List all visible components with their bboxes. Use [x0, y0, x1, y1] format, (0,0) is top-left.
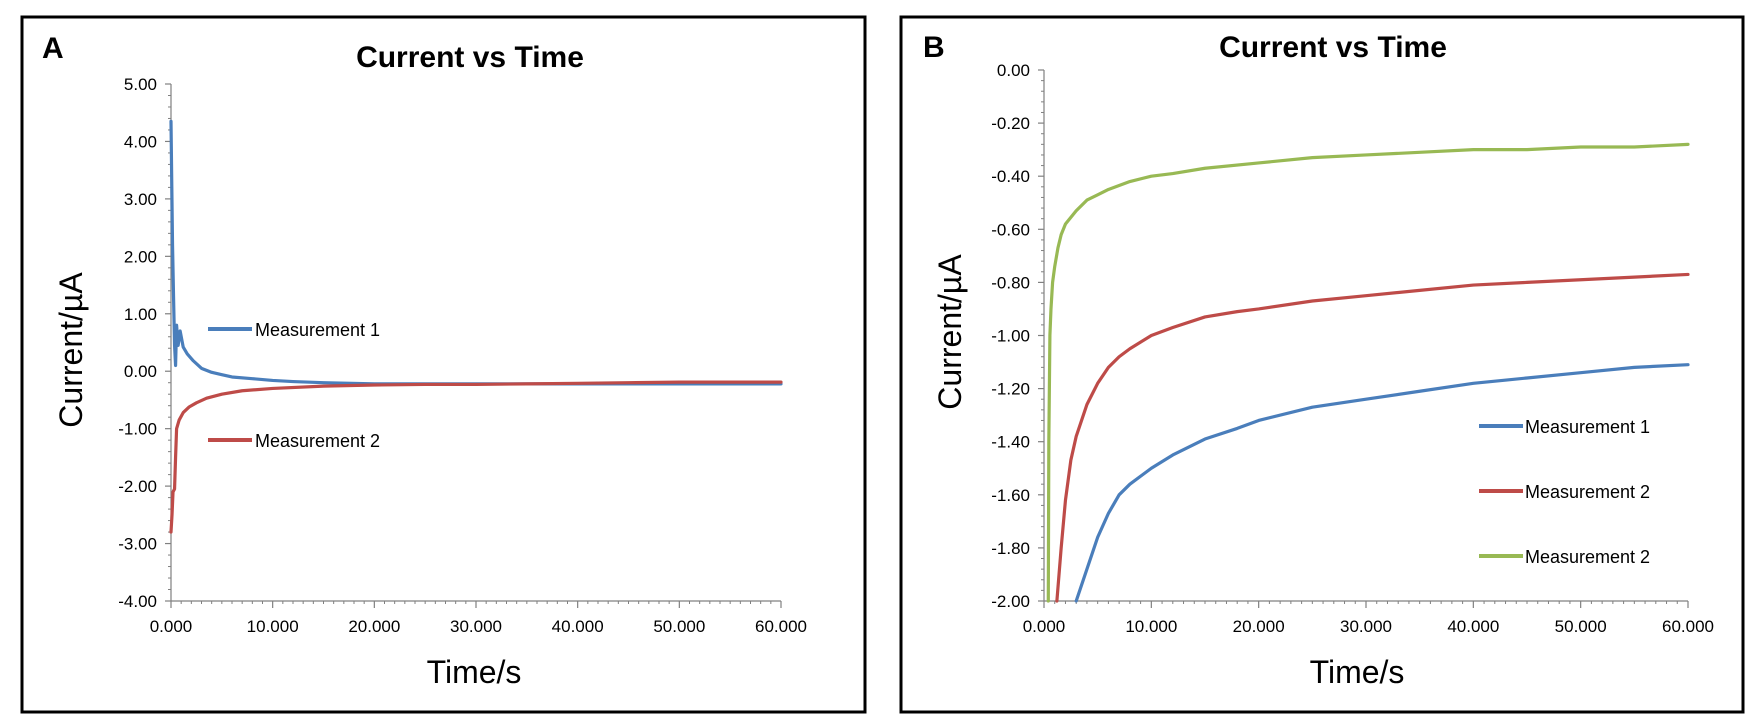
panel-b-title: Current vs Time	[1219, 31, 1447, 64]
panel-a-y-tick-label: 5.00	[124, 75, 157, 94]
panel-a-x-axis-title: Time/s	[427, 654, 522, 690]
panel-b-label: B	[923, 31, 945, 64]
panel-b-y-tick-label: -1.20	[991, 380, 1030, 399]
panel-b-y-tick-label: -1.60	[991, 486, 1030, 505]
panel-b-y-tick-label: -0.80	[991, 273, 1030, 292]
panel-b-x-tick-label: 0.000	[1023, 617, 1066, 636]
panel-b-y-axis-title: Current/µA	[932, 254, 968, 410]
panel-b-y-tick-label: -1.00	[991, 327, 1030, 346]
panel-a-legend-label-1: Measurement 1	[255, 320, 380, 340]
panel-a-y-tick-label: 3.00	[124, 190, 157, 209]
panel-b-x-axis-title: Time/s	[1310, 654, 1405, 690]
panel-a-y-axis-title: Current/µA	[53, 272, 89, 428]
panel-b-y-tick-label: -2.00	[991, 592, 1030, 611]
panel-a-legend-label-2: Measurement 2	[255, 431, 380, 451]
panel-a-x-tick-label: 20.000	[348, 617, 400, 636]
panel-a-label: A	[42, 32, 64, 65]
panel-a-x-tick-label: 0.000	[150, 617, 193, 636]
panel-a-x-tick-label: 10.000	[247, 617, 299, 636]
panel-a-y-tick-label: 0.00	[124, 362, 157, 381]
panel-a-y-tick-label: -1.00	[118, 420, 157, 439]
panel-a-x-tick-label: 30.000	[450, 617, 502, 636]
panel-b-plot: 0.00 -0.20 -0.40 -0.60 -0.80 -1.00 -1.20 -1.40 -…	[991, 61, 1714, 636]
panel-a-x-tick-label: 60.000	[755, 617, 807, 636]
panel-b-y-tick-label: -1.80	[991, 539, 1030, 558]
panel-b-x-tick-label: 30.000	[1340, 617, 1392, 636]
panel-a-x-tick-label: 40.000	[552, 617, 604, 636]
panel-a: A Current vs Time 5.00 4.00 3.00 2.00 1.00 0.…	[20, 15, 867, 714]
panel-a-plot: 5.00 4.00 3.00 2.00 1.00 0.00 -1.00 -2.00 -3.00 -…	[118, 75, 807, 636]
panel-a-x-tick-label: 50.000	[653, 617, 705, 636]
panel-b-series-line-3	[1046, 142, 1690, 603]
panel-a-y-tick-label: 4.00	[124, 132, 157, 151]
panel-a-y-tick-label: -3.00	[118, 535, 157, 554]
panel-b: B Current vs Time 0.00 -0.20 -0.40 -0.60 -0.…	[899, 15, 1745, 714]
panel-a-y-tick-label: -2.00	[118, 477, 157, 496]
panel-a-frame	[20, 15, 867, 714]
panel-b-x-tick-label: 20.000	[1233, 617, 1285, 636]
panel-b-y-tick-label: -0.20	[991, 114, 1030, 133]
panel-b-x-tick-label: 40.000	[1447, 617, 1499, 636]
panel-a-y-tick-label: 1.00	[124, 305, 157, 324]
panel-a-y-tick-label: -4.00	[118, 592, 157, 611]
panel-b-frame	[899, 15, 1745, 714]
panel-b-x-tick-label: 50.000	[1555, 617, 1607, 636]
panel-b-legend-label-1: Measurement 1	[1525, 417, 1650, 437]
panel-a-series-line-2	[169, 380, 783, 534]
panel-b-series-line-1	[1074, 363, 1690, 603]
panel-b-y-tick-label: -1.40	[991, 433, 1030, 452]
panel-b-y-tick-label: -0.40	[991, 167, 1030, 186]
panel-a-y-tick-label: 2.00	[124, 247, 157, 266]
panel-b-legend-label-3: Measurement 2	[1525, 547, 1650, 567]
panel-b-series-line-2	[1055, 272, 1690, 603]
panel-b-x-tick-label: 60.000	[1662, 617, 1714, 636]
panel-b-y-tick-label: -0.60	[991, 220, 1030, 239]
panel-b-x-tick-label: 10.000	[1125, 617, 1177, 636]
panel-b-legend-label-2: Measurement 2	[1525, 482, 1650, 502]
panel-b-y-tick-label: 0.00	[997, 61, 1030, 80]
panel-a-title: Current vs Time	[356, 41, 584, 74]
